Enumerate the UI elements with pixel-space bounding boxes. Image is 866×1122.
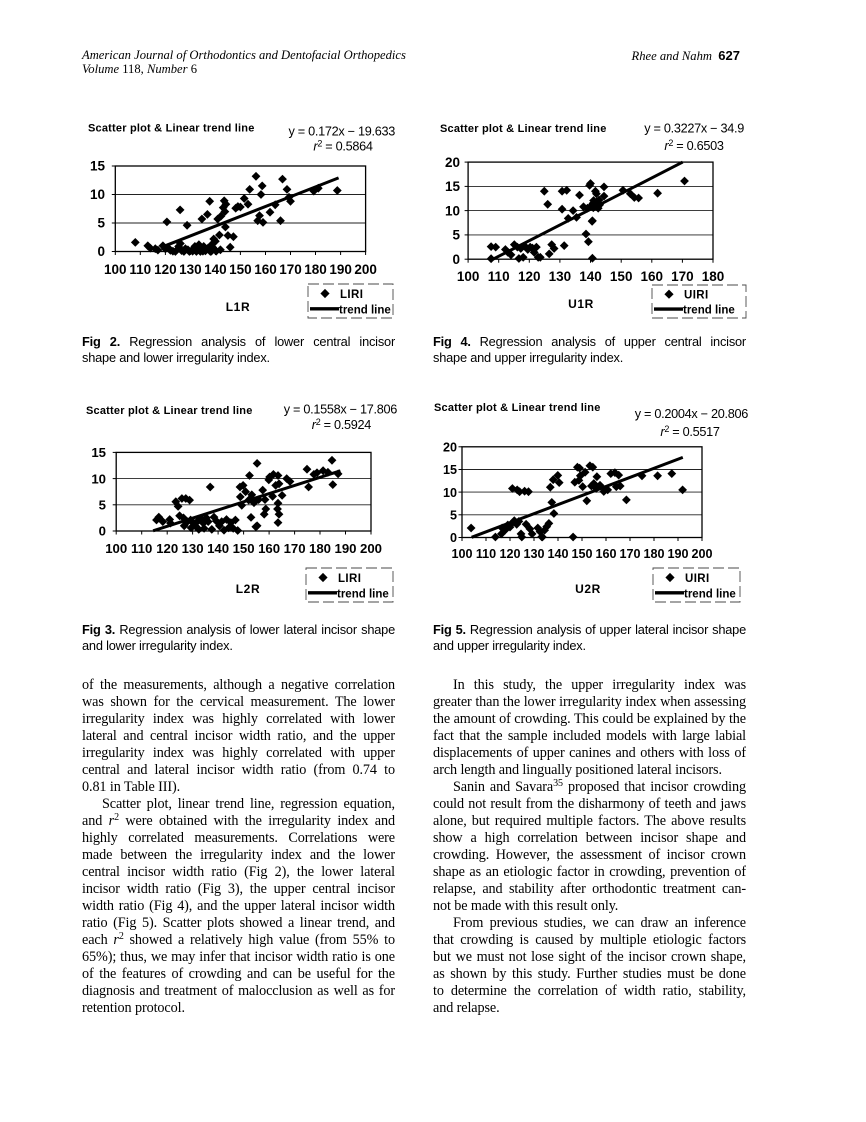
svg-text:UIRI: UIRI [685,573,710,585]
svg-text:LIRI: LIRI [338,573,361,585]
svg-text:y = 0.1558x − 17.806: y = 0.1558x − 17.806 [284,403,397,417]
svg-text:120: 120 [156,541,178,556]
svg-text:160: 160 [258,541,280,556]
svg-text:180: 180 [304,262,327,277]
svg-text:110: 110 [131,541,152,556]
svg-text:U1R: U1R [568,297,594,311]
svg-text:15: 15 [443,463,457,477]
svg-text:140: 140 [547,547,568,561]
svg-text:120: 120 [518,269,541,284]
svg-text:5: 5 [450,509,457,523]
svg-text:L2R: L2R [236,582,260,596]
svg-text:200: 200 [691,547,712,561]
svg-text:190: 190 [667,547,688,561]
svg-text:U2R: U2R [575,582,601,596]
svg-text:y = 0.3227x − 34.9: y = 0.3227x − 34.9 [644,122,744,136]
svg-text:120: 120 [499,547,520,561]
svg-text:LIRI: LIRI [340,289,363,301]
svg-text:Scatter plot & Linear trend li: Scatter plot & Linear trend line [440,123,607,135]
svg-text:0: 0 [99,524,106,539]
svg-text:15: 15 [91,445,106,460]
svg-text:UIRI: UIRI [684,290,709,302]
svg-text:180: 180 [309,541,331,556]
svg-text:180: 180 [643,547,664,561]
svg-text:trend line: trend line [683,305,735,317]
svg-text:r2 = 0.6503: r2 = 0.6503 [664,138,723,153]
svg-text:10: 10 [445,203,460,218]
svg-text:10: 10 [90,187,105,202]
svg-text:170: 170 [284,541,306,556]
svg-text:0: 0 [450,531,457,545]
svg-text:20: 20 [443,441,457,455]
svg-text:110: 110 [129,262,151,277]
svg-text:100: 100 [457,269,480,284]
svg-text:trend line: trend line [337,588,389,600]
svg-text:160: 160 [254,262,277,277]
svg-text:130: 130 [182,541,204,556]
svg-text:170: 170 [671,269,694,284]
svg-text:130: 130 [179,262,202,277]
svg-text:10: 10 [91,471,106,486]
svg-text:150: 150 [571,547,592,561]
svg-text:100: 100 [451,547,472,561]
svg-text:110: 110 [488,269,510,284]
svg-text:150: 150 [610,269,633,284]
svg-text:10: 10 [443,486,457,500]
svg-text:20: 20 [445,155,460,170]
svg-text:r2 = 0.5924: r2 = 0.5924 [312,417,371,432]
svg-text:r2 = 0.5517: r2 = 0.5517 [660,424,719,439]
svg-text:150: 150 [229,262,252,277]
svg-text:140: 140 [579,269,602,284]
svg-text:5: 5 [97,216,105,231]
svg-text:y = 0.2004x − 20.806: y = 0.2004x − 20.806 [635,407,748,421]
svg-text:100: 100 [104,262,127,277]
svg-text:0: 0 [97,244,105,259]
svg-text:y = 0.172x − 19.633: y = 0.172x − 19.633 [289,124,396,138]
svg-text:15: 15 [445,179,461,194]
svg-text:Scatter plot & Linear trend li: Scatter plot & Linear trend line [88,123,255,135]
svg-text:200: 200 [354,262,377,277]
svg-text:r2 = 0.5864: r2 = 0.5864 [313,139,372,154]
svg-text:130: 130 [523,547,544,561]
svg-text:170: 170 [619,547,640,561]
svg-text:15: 15 [90,159,106,174]
svg-text:L1R: L1R [226,300,250,314]
svg-text:140: 140 [207,541,229,556]
svg-text:170: 170 [279,262,302,277]
svg-text:180: 180 [702,269,725,284]
svg-text:120: 120 [154,262,177,277]
svg-text:5: 5 [99,498,106,513]
svg-text:trend line: trend line [339,304,391,316]
svg-text:200: 200 [360,541,382,556]
svg-text:130: 130 [549,269,572,284]
svg-text:150: 150 [233,541,255,556]
svg-text:190: 190 [334,541,356,556]
svg-text:100: 100 [105,541,127,556]
svg-text:Scatter plot & Linear trend li: Scatter plot & Linear trend line [86,405,253,417]
svg-text:110: 110 [476,547,496,561]
svg-text:trend line: trend line [684,588,736,600]
svg-text:190: 190 [329,262,352,277]
svg-text:0: 0 [452,252,460,267]
svg-text:5: 5 [452,228,460,243]
svg-text:160: 160 [595,547,616,561]
svg-text:Scatter plot & Linear trend li: Scatter plot & Linear trend line [434,402,601,414]
svg-text:160: 160 [641,269,664,284]
svg-text:140: 140 [204,262,227,277]
